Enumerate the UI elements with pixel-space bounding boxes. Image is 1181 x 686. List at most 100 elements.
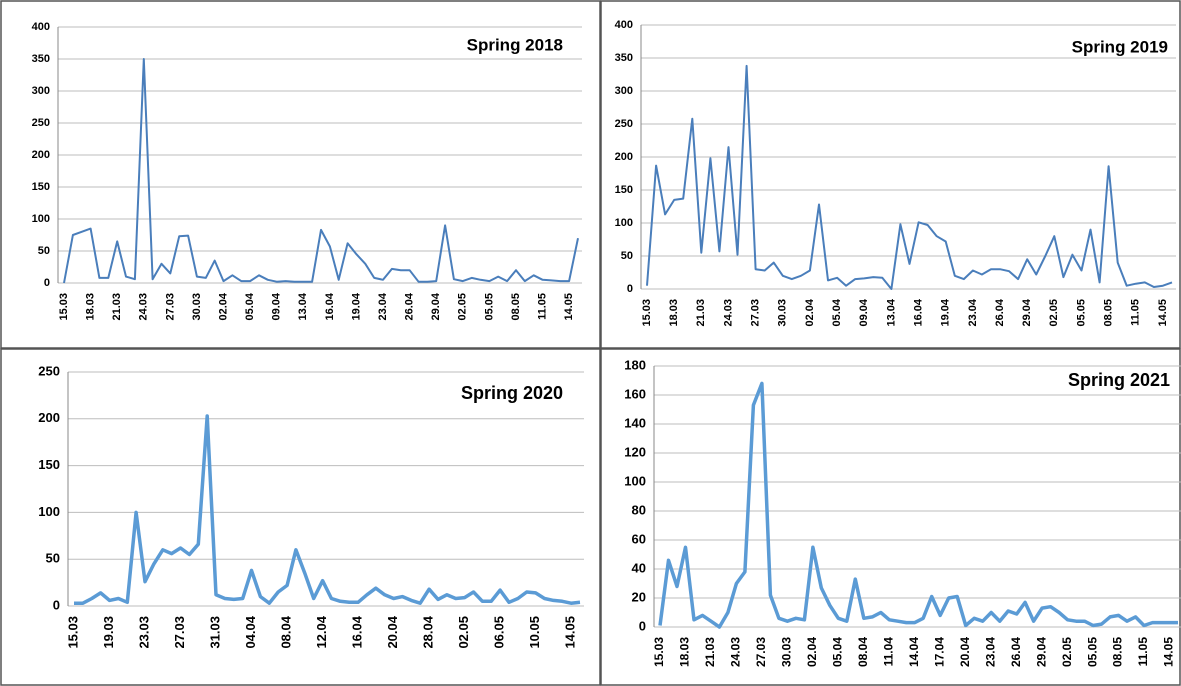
- data-line: [658, 381, 1178, 629]
- y-tick-label: 60: [632, 531, 646, 546]
- x-tick-label: 20.04: [385, 615, 400, 648]
- x-tick-label: 23.04: [983, 637, 997, 667]
- y-tick-label: 180: [624, 357, 646, 372]
- y-tick-label: 200: [38, 410, 60, 425]
- x-tick-label: 26.04: [404, 292, 416, 320]
- x-tick-label: 04.04: [243, 615, 258, 648]
- x-tick-label: 15.03: [65, 616, 80, 649]
- y-tick-label: 50: [621, 250, 633, 262]
- x-tick-label: 06.05: [492, 616, 507, 649]
- x-tick-label: 26.04: [994, 298, 1006, 326]
- x-tick-label: 14.05: [563, 293, 575, 321]
- x-tick-label: 10.05: [527, 616, 542, 649]
- y-tick-label: 200: [615, 151, 633, 163]
- x-tick-label: 08.04: [278, 615, 293, 648]
- x-tick-label: 02.05: [457, 293, 469, 321]
- y-tick-label: 50: [38, 245, 50, 257]
- panel-frame: [0, 0, 601, 349]
- y-tick-label: 80: [632, 502, 646, 517]
- x-tick-label: 21.03: [111, 293, 123, 321]
- x-tick-label: 30.03: [777, 299, 789, 327]
- y-tick-label: 300: [615, 85, 633, 97]
- chart-title: Spring 2021: [1068, 370, 1170, 390]
- x-tick-label: 16.04: [912, 298, 924, 326]
- x-tick-label: 17.04: [932, 637, 946, 667]
- x-tick-label: 09.04: [858, 298, 870, 326]
- y-tick-label: 350: [615, 52, 633, 64]
- x-tick-label: 05.04: [831, 298, 843, 326]
- x-tick-label: 21.03: [703, 637, 717, 667]
- x-tick-label: 27.03: [754, 637, 768, 667]
- x-tick-label: 11.05: [536, 293, 548, 320]
- x-tick-label: 02.05: [1060, 637, 1074, 667]
- y-tick-label: 140: [624, 415, 646, 430]
- x-tick-label: 05.04: [830, 637, 844, 667]
- x-tick-label: 30.03: [780, 637, 794, 667]
- x-tick-label: 05.05: [1075, 299, 1087, 327]
- y-tick-label: 100: [38, 504, 60, 519]
- x-tick-label: 08.04: [856, 637, 870, 667]
- x-tick-label: 08.05: [1103, 299, 1115, 327]
- x-tick-label: 16.04: [350, 615, 365, 648]
- x-tick-label: 23.04: [377, 292, 389, 320]
- x-tick-label: 23.03: [136, 616, 151, 649]
- x-tick-label: 15.03: [58, 293, 70, 321]
- x-tick-label: 02.04: [804, 298, 816, 326]
- x-tick-label: 08.05: [1111, 637, 1125, 667]
- x-tick-label: 18.03: [678, 637, 692, 667]
- x-tick-label: 08.05: [510, 293, 522, 321]
- x-tick-label: 27.03: [750, 299, 762, 327]
- x-tick-label: 26.04: [1009, 637, 1023, 667]
- x-tick-label: 05.05: [483, 293, 495, 321]
- y-tick-label: 100: [615, 217, 633, 229]
- y-tick-label: 100: [624, 473, 646, 488]
- data-line: [74, 414, 581, 605]
- y-tick-label: 0: [639, 618, 646, 633]
- x-tick-label: 02.04: [217, 292, 229, 320]
- x-tick-label: 05.05: [1085, 637, 1099, 667]
- y-tick-label: 160: [624, 386, 646, 401]
- panel-frame: [600, 348, 1181, 686]
- chart-title: Spring 2019: [1072, 37, 1168, 56]
- x-tick-label: 13.04: [297, 292, 309, 320]
- x-tick-label: 16.04: [324, 292, 336, 320]
- y-tick-label: 400: [32, 21, 50, 33]
- y-tick-label: 50: [46, 551, 60, 566]
- y-tick-label: 200: [32, 149, 50, 161]
- x-tick-label: 05.04: [244, 292, 256, 320]
- x-tick-label: 13.04: [885, 298, 897, 326]
- y-tick-label: 100: [32, 213, 50, 225]
- panel-frame: [600, 0, 1181, 349]
- x-tick-label: 14.04: [907, 637, 921, 667]
- x-tick-label: 24.03: [729, 637, 743, 667]
- x-tick-label: 15.03: [652, 637, 666, 667]
- x-tick-label: 24.03: [722, 299, 734, 327]
- x-tick-label: 28.04: [421, 615, 436, 648]
- x-tick-label: 29.04: [430, 292, 442, 320]
- chart-title: Spring 2020: [461, 383, 563, 403]
- y-tick-label: 0: [44, 277, 50, 289]
- x-tick-label: 09.04: [271, 292, 283, 320]
- x-tick-label: 11.05: [1136, 637, 1150, 667]
- x-tick-label: 18.03: [84, 293, 96, 321]
- x-tick-label: 18.03: [668, 299, 680, 327]
- y-tick-label: 120: [624, 444, 646, 459]
- x-tick-label: 21.03: [695, 299, 707, 327]
- x-tick-label: 14.05: [1157, 299, 1169, 327]
- x-tick-label: 19.03: [101, 616, 116, 649]
- y-tick-label: 300: [32, 85, 50, 97]
- y-tick-label: 250: [38, 363, 60, 378]
- y-tick-label: 150: [615, 184, 633, 196]
- y-tick-label: 250: [615, 118, 633, 130]
- x-tick-label: 27.03: [164, 293, 176, 321]
- y-tick-label: 400: [615, 19, 633, 31]
- y-tick-label: 150: [32, 181, 50, 193]
- y-tick-label: 0: [53, 597, 60, 612]
- data-line: [646, 64, 1173, 290]
- y-tick-label: 0: [627, 283, 633, 295]
- x-tick-label: 23.04: [967, 298, 979, 326]
- x-tick-label: 14.05: [1162, 637, 1176, 667]
- x-tick-label: 11.04: [881, 637, 895, 667]
- x-tick-label: 19.04: [350, 292, 362, 320]
- x-tick-label: 27.03: [172, 616, 187, 649]
